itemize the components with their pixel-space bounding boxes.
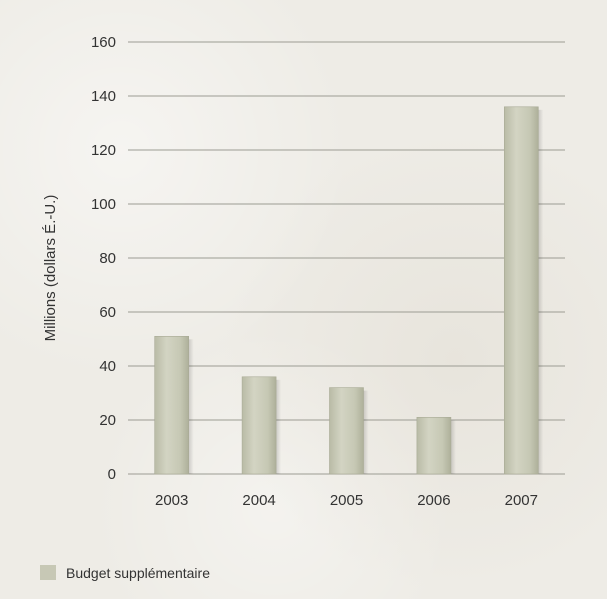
legend-label: Budget supplémentaire <box>66 565 210 581</box>
y-tick-label: 100 <box>91 196 116 213</box>
x-tick-label: 2003 <box>155 492 188 509</box>
bar-2007 <box>503 106 539 475</box>
bar-shadow <box>187 339 194 474</box>
bar-2003 <box>154 335 189 475</box>
x-tick-label: 2006 <box>417 492 450 509</box>
x-tick-label: 2004 <box>242 492 275 509</box>
y-tick-label: 120 <box>91 142 116 159</box>
bar-2004 <box>241 376 277 475</box>
y-tick-label: 60 <box>99 304 116 321</box>
bar-shadow <box>537 109 544 475</box>
legend-swatch <box>40 565 56 580</box>
bar-shadow <box>275 379 282 474</box>
y-tick-label: 40 <box>99 358 116 375</box>
y-tick-label: 0 <box>108 466 116 483</box>
x-tick-label: 2007 <box>505 492 538 509</box>
y-tick-label: 20 <box>99 412 116 429</box>
x-tick-label: 2005 <box>330 492 363 509</box>
bar-2005 <box>329 387 364 475</box>
y-tick-label: 80 <box>99 250 116 267</box>
bar-shadow <box>449 420 456 474</box>
y-axis-title: Millions (dollars É.-U.) <box>42 195 59 342</box>
bar-shadow <box>362 390 369 474</box>
bar-2006 <box>416 416 452 475</box>
y-tick-label: 160 <box>91 34 116 51</box>
y-tick-label: 140 <box>91 88 116 105</box>
